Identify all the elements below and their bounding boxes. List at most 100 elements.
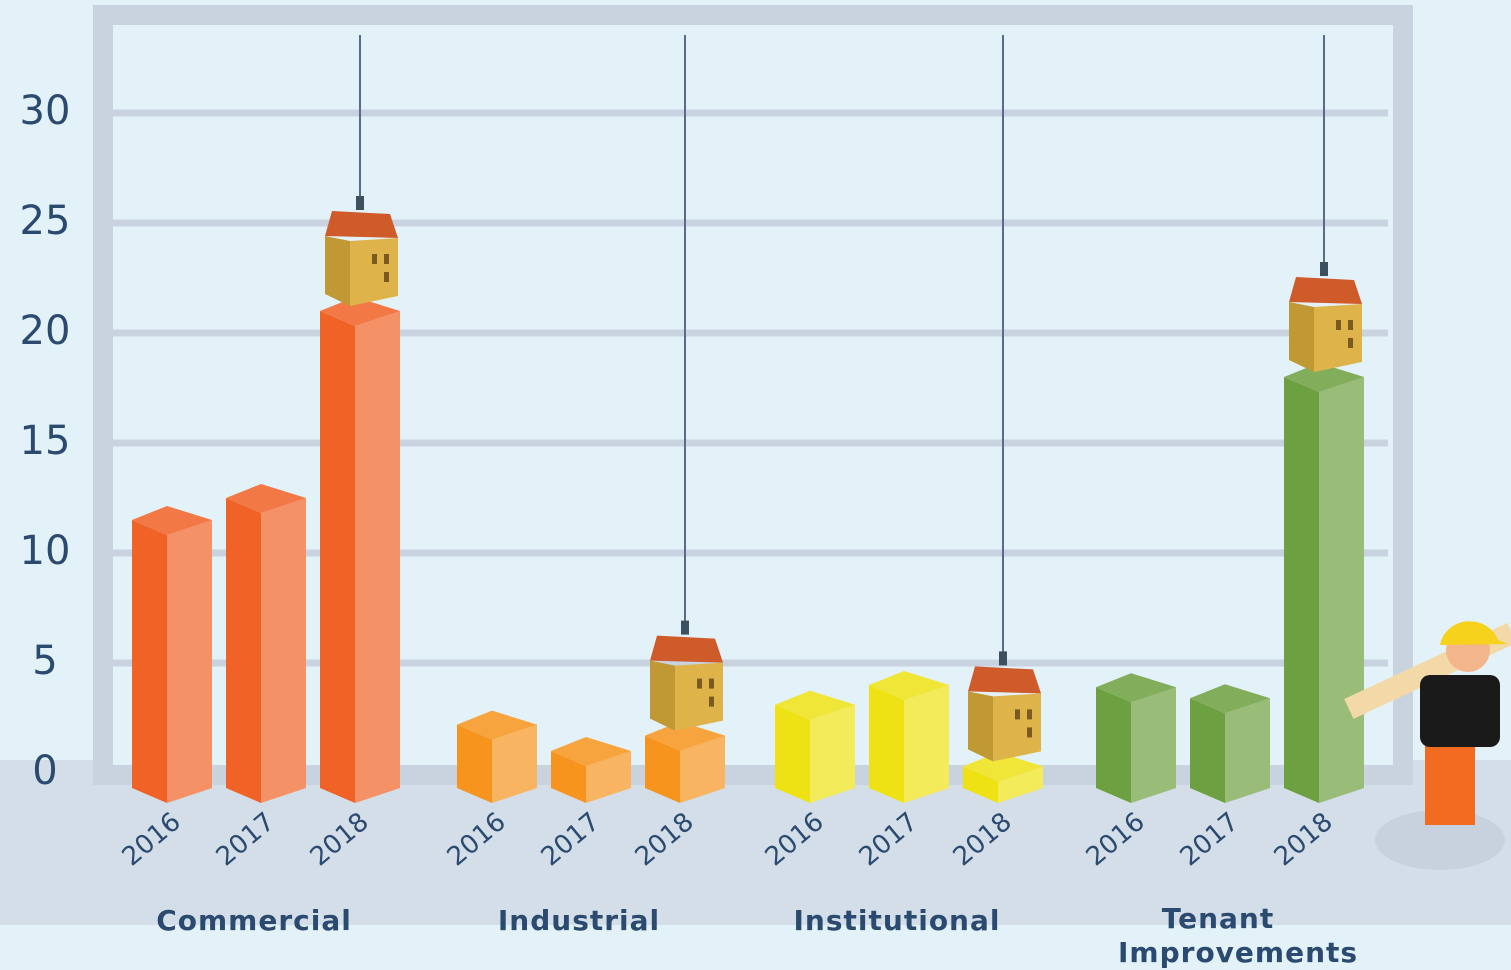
bar-right-shade	[680, 735, 725, 803]
bar-top-shade	[775, 690, 855, 720]
bar	[132, 506, 212, 803]
bar-right-face	[355, 311, 400, 803]
bar-top	[869, 671, 949, 700]
bar	[775, 690, 855, 803]
bar	[1190, 684, 1270, 803]
bar-right-shade	[810, 704, 855, 803]
bar-left-face	[551, 751, 586, 803]
wall-dark	[325, 236, 350, 306]
bar-right-face	[810, 704, 855, 803]
roof	[1289, 277, 1362, 304]
bar-top-shade	[320, 297, 400, 326]
bar-left-face	[226, 498, 261, 803]
bar-left-face	[869, 685, 904, 803]
y-tick-label: 0	[32, 748, 57, 794]
window	[1348, 338, 1353, 348]
window	[709, 678, 714, 689]
bar-right-shade	[355, 311, 400, 803]
house	[1289, 35, 1362, 372]
window	[1015, 709, 1020, 720]
hook	[1320, 262, 1328, 276]
bar-top	[226, 484, 306, 513]
bar	[1096, 673, 1176, 803]
bar-right-shade	[261, 498, 306, 803]
group-label: Industrial	[497, 904, 661, 937]
bar	[963, 752, 1043, 803]
bar-right-shade	[998, 766, 1043, 803]
wall	[1314, 304, 1362, 372]
bar-left-face	[457, 724, 492, 803]
bar-top-shade	[551, 737, 631, 766]
bar-top	[775, 690, 855, 720]
bar-right-face	[680, 735, 725, 803]
window	[1336, 320, 1341, 330]
house	[325, 35, 398, 306]
window	[697, 678, 702, 689]
bar-left-face	[775, 704, 810, 803]
window	[384, 272, 389, 282]
bar-top-shade	[226, 484, 306, 513]
bar-left-face	[645, 735, 680, 803]
bar-right-shade	[1225, 698, 1270, 803]
bar-top	[1190, 684, 1270, 714]
bar-right-shade	[167, 520, 212, 803]
bar-right-face	[586, 751, 631, 803]
bar-right-shade	[492, 724, 537, 803]
bar-top	[457, 710, 537, 740]
wall-dark	[1289, 302, 1314, 372]
bar-top	[551, 737, 631, 766]
bar-top-shade	[457, 710, 537, 740]
bar	[457, 710, 537, 803]
group-label: Commercial	[156, 904, 352, 937]
bar-right-face	[904, 685, 949, 803]
bar-left-face	[1096, 687, 1131, 803]
hook	[356, 196, 364, 210]
bar-top	[645, 721, 725, 751]
window	[384, 254, 389, 264]
bar-left-face	[963, 766, 998, 803]
bar-top-shade	[869, 671, 949, 700]
roof	[325, 211, 398, 238]
bar	[1284, 363, 1364, 803]
bar-top-shade	[645, 721, 725, 751]
bar-right-face	[167, 520, 212, 803]
roof	[650, 635, 723, 663]
bar-top-shade	[132, 506, 212, 535]
y-tick-label: 30	[20, 88, 71, 134]
bar-right-face	[261, 498, 306, 803]
wall	[675, 662, 723, 731]
bar-top	[320, 297, 400, 326]
bar-left-face	[1284, 377, 1319, 803]
house	[968, 35, 1041, 762]
window	[1348, 320, 1353, 330]
bar	[226, 484, 306, 803]
roof	[968, 666, 1041, 694]
bar-right-face	[1225, 698, 1270, 803]
hook	[999, 651, 1007, 666]
bar-right-face	[492, 724, 537, 803]
bar-right-face	[998, 766, 1043, 803]
bar-top-shade	[963, 752, 1043, 782]
bar-top	[132, 506, 212, 535]
frame	[93, 5, 1413, 785]
y-tick-label: 5	[32, 638, 57, 684]
bar	[551, 737, 631, 803]
y-tick-label: 20	[20, 308, 71, 354]
hook	[681, 620, 689, 635]
bar-right-shade	[904, 685, 949, 803]
bar-left-face	[132, 520, 167, 803]
body	[1420, 675, 1500, 747]
helmet	[1440, 621, 1508, 645]
y-tick-label: 15	[20, 418, 71, 464]
wall	[350, 238, 398, 306]
bar-top-shade	[1096, 673, 1176, 703]
wall-dark	[968, 691, 993, 762]
group-label: Institutional	[793, 904, 1001, 937]
house	[650, 35, 723, 731]
bar-top-shade	[1284, 363, 1364, 392]
wall-dark	[650, 660, 675, 731]
bar-left-face	[320, 311, 355, 803]
y-tick-label: 10	[20, 528, 71, 574]
group-label: Tenant Improvements	[1118, 902, 1359, 969]
